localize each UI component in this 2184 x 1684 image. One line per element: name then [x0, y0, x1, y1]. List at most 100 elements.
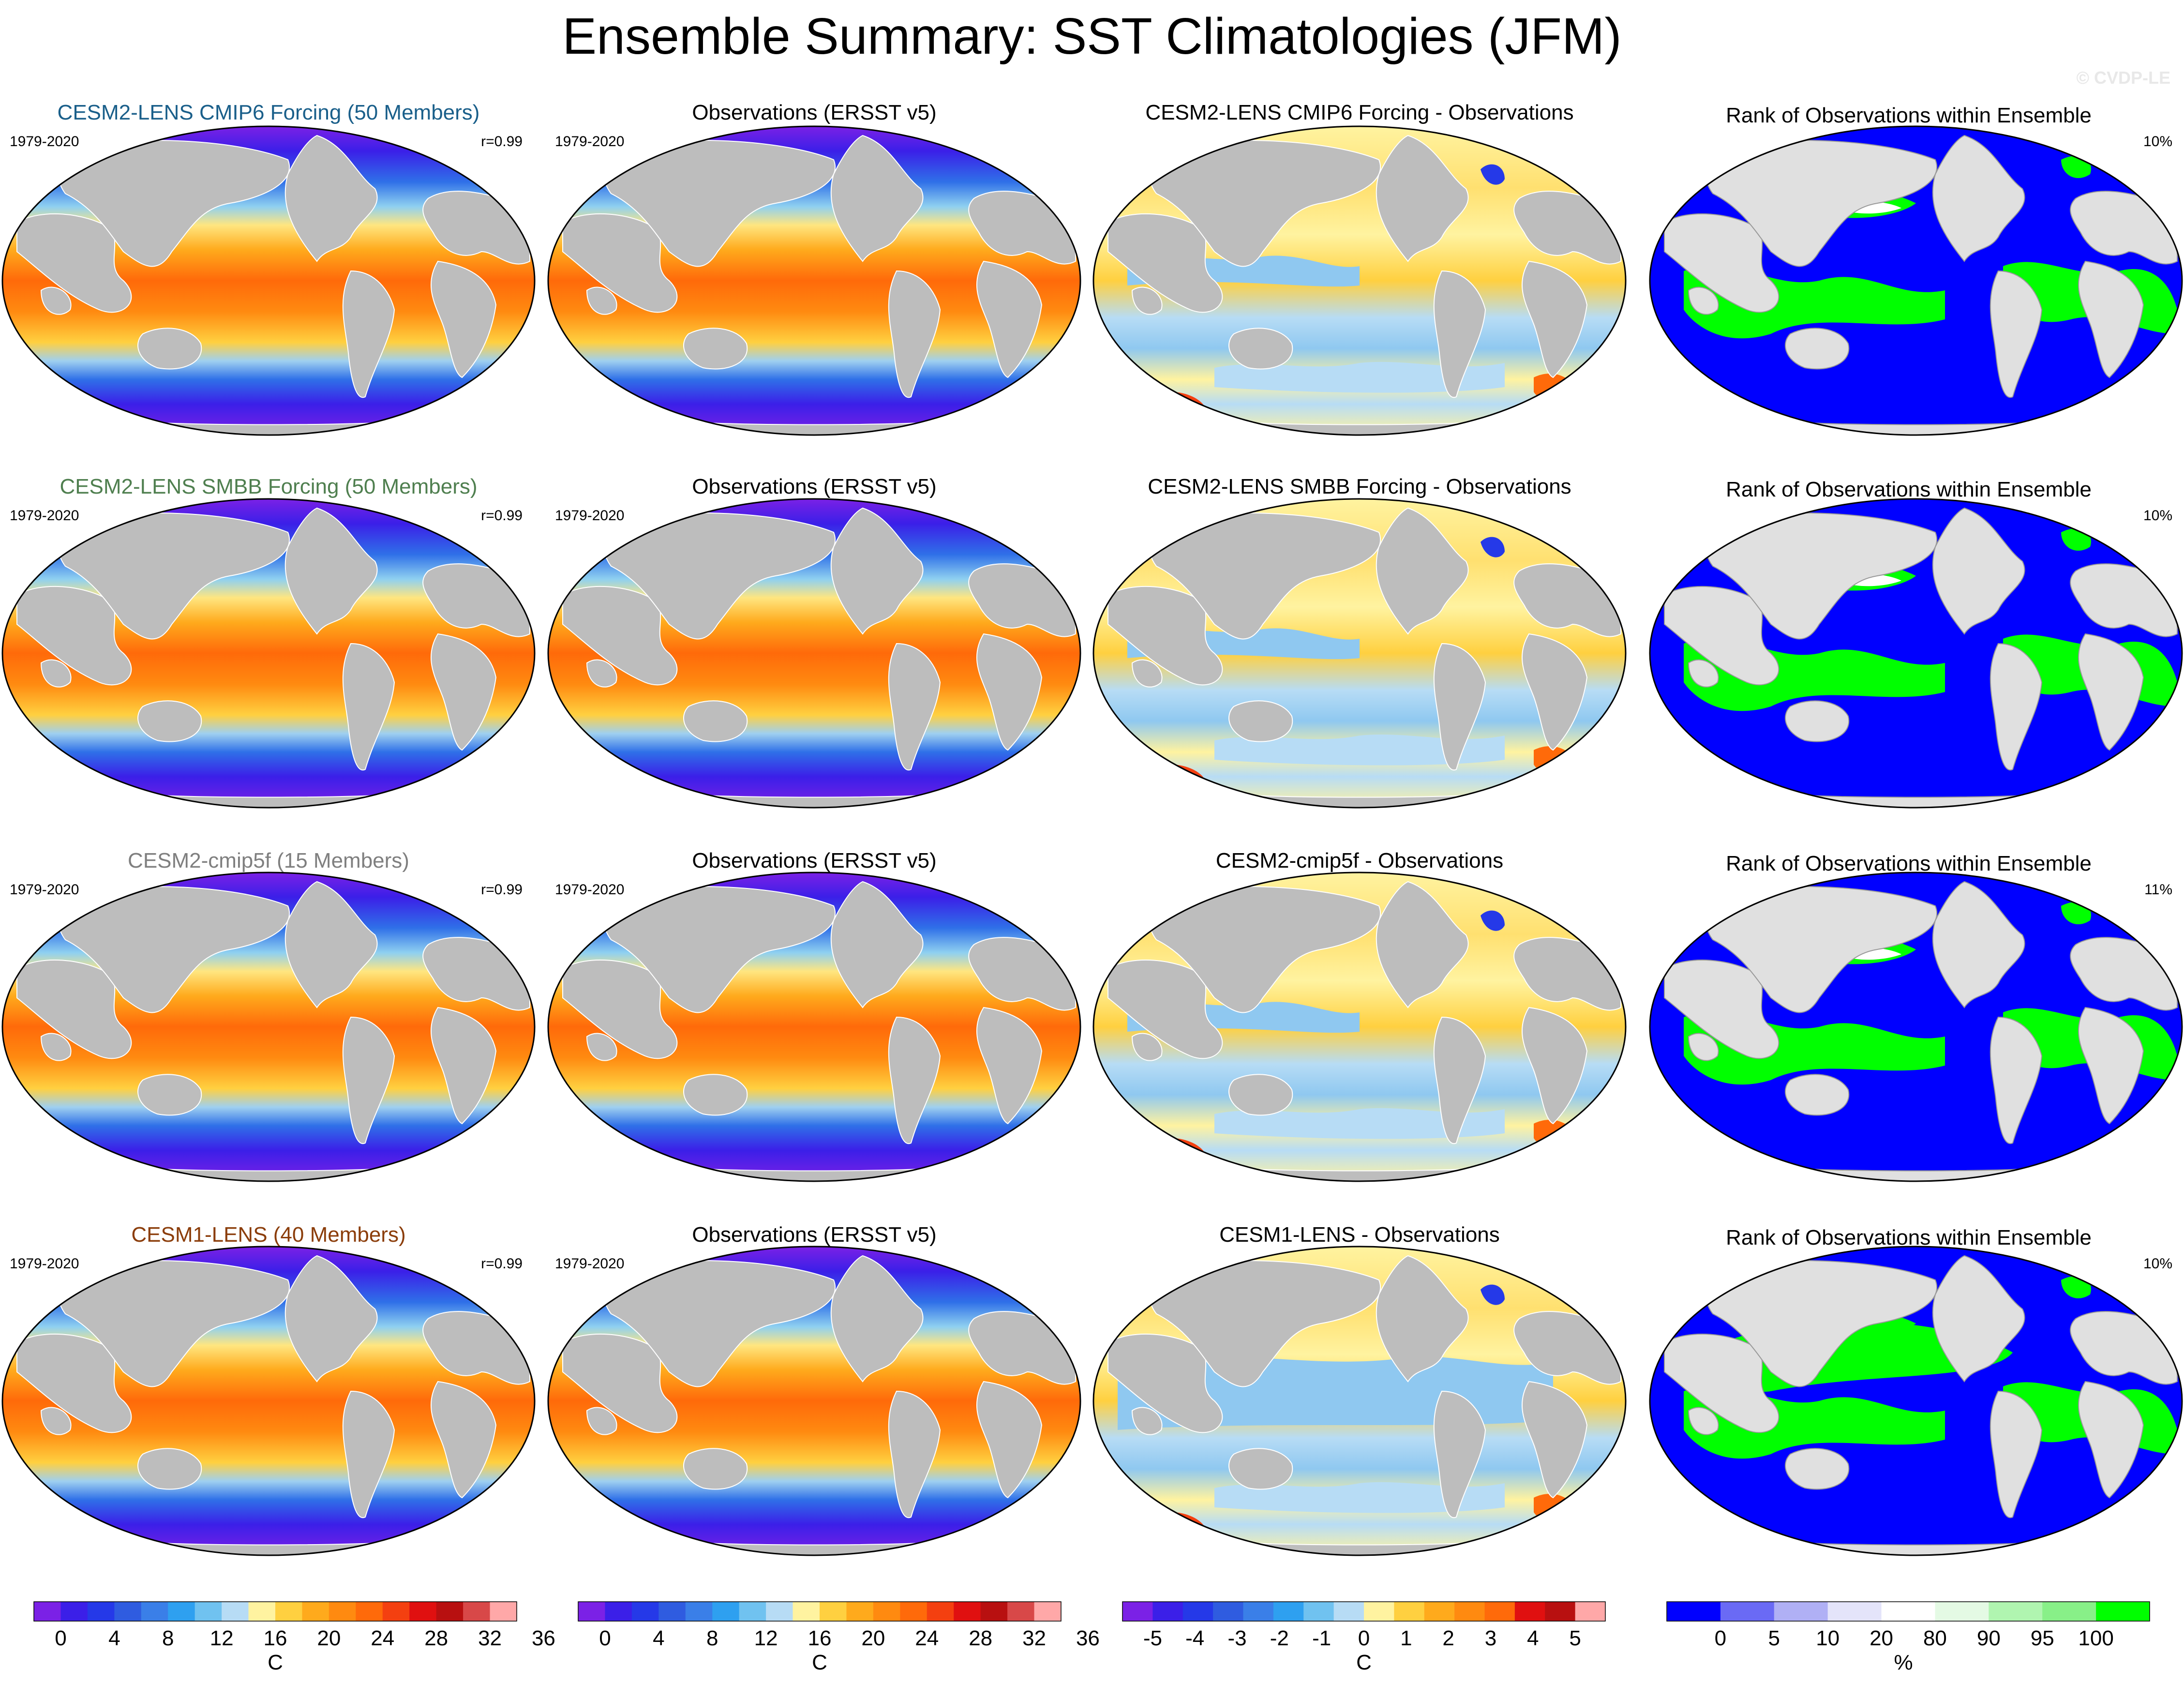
continent-shape — [431, 1381, 497, 1499]
colorbar-swatch — [436, 1602, 464, 1621]
continent-shape — [830, 507, 924, 635]
colorbar-tick-label: 10 — [1816, 1626, 1840, 1650]
continent-shape — [137, 1448, 202, 1490]
colorbar-tick-label: 0 — [599, 1626, 611, 1650]
continent-shape — [2070, 937, 2178, 1011]
colorbar-tick-label: 36 — [1076, 1626, 1100, 1650]
continent-shape — [1228, 1448, 1293, 1490]
colorbar-frame — [578, 1601, 1062, 1622]
continent-shape — [1990, 643, 2043, 771]
colorbar-tick-label: 1 — [1400, 1626, 1412, 1650]
continent-shape — [1228, 1074, 1293, 1116]
map-border — [1649, 1246, 2183, 1556]
continent-shape — [1376, 507, 1469, 635]
rank-panel-title: Rank of Observations within Ensemble — [1726, 478, 2092, 501]
continent-shape — [603, 512, 836, 640]
colorbar-swatch — [1545, 1602, 1576, 1621]
period-label: 1979-2020 — [10, 134, 79, 150]
continent-shape — [1664, 959, 1780, 1059]
colorbar-swatch — [1213, 1602, 1243, 1621]
map-panel — [547, 872, 1081, 1182]
colorbar-tick-label: 8 — [162, 1626, 174, 1650]
colorbar-tick-label: 32 — [1022, 1626, 1046, 1650]
period-label: 1979-2020 — [10, 508, 79, 524]
continent-shape — [1932, 135, 2025, 262]
colorbar-tick-label: 32 — [478, 1626, 502, 1650]
colorbar-swatch — [1394, 1602, 1425, 1621]
continent-shape — [1376, 881, 1469, 1008]
colorbar-unit-label: C — [1356, 1651, 1372, 1674]
map-panel — [1092, 872, 1627, 1182]
continent-shape — [1107, 1333, 1223, 1433]
map-features — [16, 507, 530, 808]
colorbar-tick-label: -1 — [1312, 1626, 1331, 1650]
colorbar-tick-label: 12 — [754, 1626, 778, 1650]
colorbar-tick-label: 36 — [532, 1626, 555, 1650]
colorbar-tick-label: 3 — [1485, 1626, 1496, 1650]
map-border — [547, 872, 1081, 1182]
colorbar-tick-label: 80 — [1923, 1626, 1947, 1650]
continent-shape — [586, 1033, 617, 1061]
colorbar-tick-label: 95 — [2031, 1626, 2054, 1650]
map-features — [562, 1255, 1076, 1555]
continent-shape — [1705, 512, 1937, 640]
continent-shape — [2078, 1381, 2144, 1499]
continent-shape — [586, 659, 617, 688]
diff-panel-title: CESM2-cmip5f - Observations — [1216, 849, 1503, 872]
colorbar-swatch — [1122, 1602, 1153, 1621]
colorbar-tick-label: -2 — [1270, 1626, 1289, 1650]
map-border — [1649, 498, 2183, 809]
map-panel — [547, 125, 1081, 436]
correlation-label: r=0.99 — [481, 1256, 523, 1272]
continent-shape — [586, 1407, 617, 1435]
colorbar-swatch — [1034, 1602, 1062, 1621]
anomaly-patch — [1534, 373, 1577, 403]
colorbar-swatch — [1575, 1602, 1606, 1621]
map-border — [1092, 872, 1627, 1182]
colorbar-tick-label: 0 — [1715, 1626, 1726, 1650]
continent-shape — [1932, 1255, 2025, 1383]
colorbar-tick-label: -5 — [1143, 1626, 1162, 1650]
colorbar-swatch — [1484, 1602, 1515, 1621]
map-panel — [1, 1246, 536, 1556]
map-panel — [1649, 498, 2183, 809]
colorbar-swatch — [1881, 1602, 1935, 1621]
colorbar-swatch — [356, 1602, 383, 1621]
map-panel — [1649, 1246, 2183, 1556]
continent-shape — [603, 1260, 836, 1387]
continent-shape — [968, 937, 1076, 1011]
obs-panel-title: Observations (ERSST v5) — [692, 475, 936, 498]
anomaly-patch — [1214, 361, 1505, 393]
map-features — [562, 135, 1076, 435]
continent-shape — [888, 643, 941, 771]
colorbar-swatch — [2042, 1602, 2096, 1621]
anomaly-patch — [1534, 746, 1577, 776]
map-panel — [1649, 872, 2183, 1182]
colorbar-swatch — [1989, 1602, 2043, 1621]
colorbar-tick-label: 28 — [424, 1626, 448, 1650]
continent-shape — [1513, 191, 1621, 265]
map-border — [1, 125, 536, 436]
continent-shape — [1990, 1390, 2043, 1519]
colorbar-swatch — [87, 1602, 115, 1621]
map-features — [16, 135, 530, 435]
anomaly-patch — [1534, 1493, 1577, 1523]
colorbar-frame — [1122, 1601, 1606, 1622]
continent-shape — [976, 260, 1043, 378]
continent-shape — [1522, 633, 1588, 751]
continent-shape — [342, 1390, 395, 1519]
continent-shape — [1785, 700, 1850, 742]
colorbar-tick-label: 20 — [861, 1626, 885, 1650]
continent-shape — [342, 270, 395, 398]
continent-shape — [342, 643, 395, 771]
continent-shape — [1513, 563, 1621, 637]
colorbar-swatch — [141, 1602, 168, 1621]
map-features — [16, 881, 530, 1181]
colorbar-swatch — [980, 1602, 1008, 1621]
map-border — [1, 872, 536, 1182]
colorbar-swatch — [873, 1602, 900, 1621]
colorbar-tick-label: 5 — [1768, 1626, 1780, 1650]
colorbar-swatch — [463, 1602, 491, 1621]
colorbar-swatch — [712, 1602, 740, 1621]
